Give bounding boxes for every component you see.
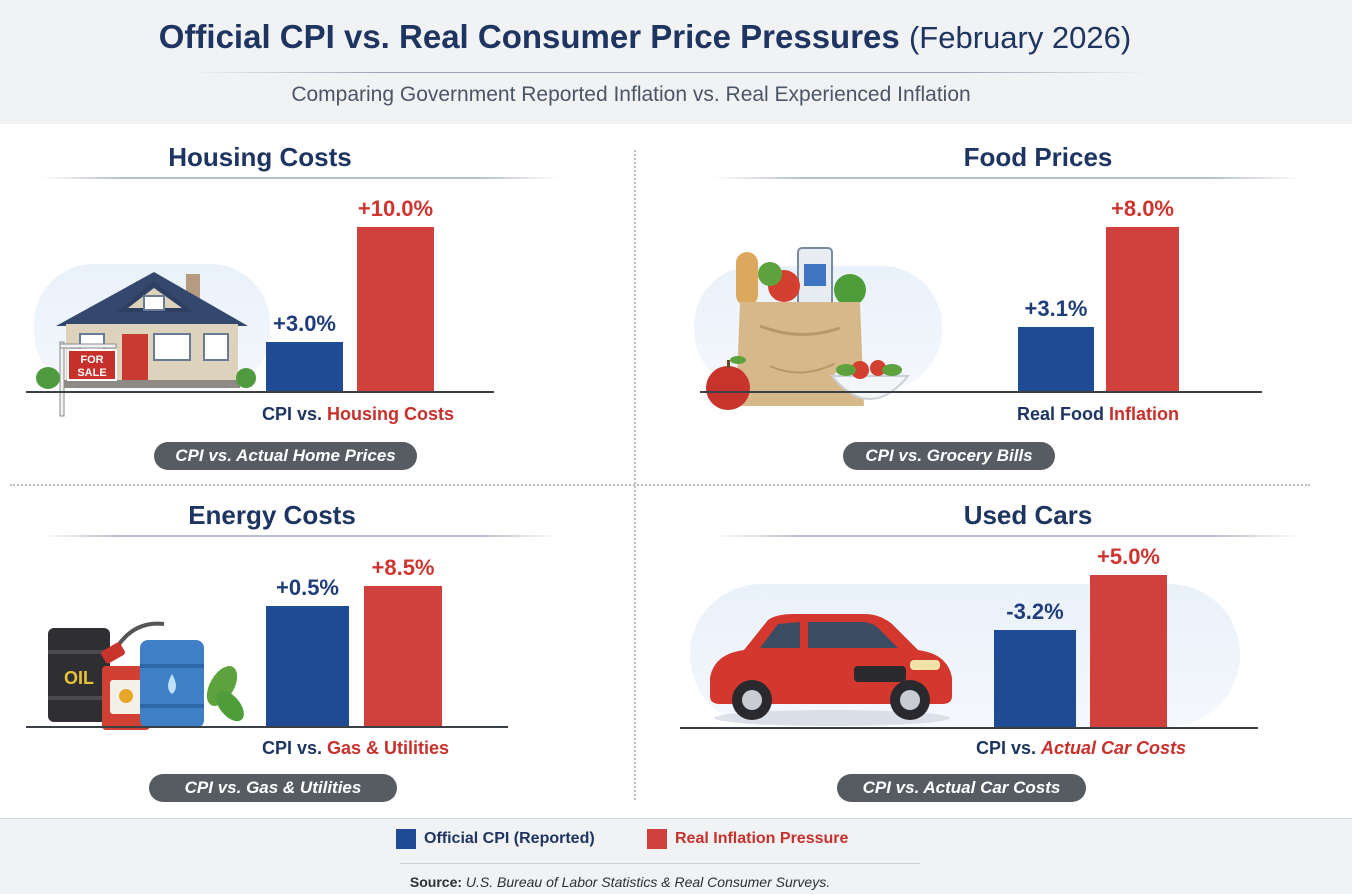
bar-label-housing-cpi: +3.0% [273,310,336,336]
bar-energy-real [364,585,442,726]
bar-food-cpi [1018,327,1094,391]
oil-text: OIL [64,668,94,688]
source-label: Source: [409,874,463,890]
bar-housing-cpi [266,341,343,391]
legend-item-official: Official CPI (Reported) [396,829,595,849]
page-subtitle: Comparing Government Reported Inflation … [291,83,971,106]
caption-housing-part2: Housing Costs [327,404,455,424]
bar-label-energy-cpi: +0.5% [276,575,339,600]
header: Official CPI vs. Real Consumer Price Pre… [0,0,1352,124]
chart-baseline-food [700,391,1262,393]
caption-energy-part1: CPI vs. [262,738,328,758]
page-title: Official CPI vs. Real Consumer Price Pre… [0,18,1290,56]
panel-rule-energy [40,535,560,537]
car-icon [710,614,952,726]
for-sale-text-2: SALE [77,367,106,379]
house-icon: FOR SALE [36,272,256,417]
bar-cars-cpi [994,630,1076,727]
panel-title-cars: Used Cars [963,500,1093,530]
horizontal-divider [10,484,1310,486]
bar-energy-cpi [266,606,349,726]
chart-baseline-housing [26,391,494,393]
bar-housing-real [357,227,434,391]
panel-title-energy: Energy Costs [188,500,356,530]
panel-rule-housing [40,177,560,179]
bar-label-housing-real: +10.0% [357,196,434,221]
pill-energy: CPI vs. Gas & Utilities [149,774,397,802]
chart-baseline-cars [680,727,1258,729]
caption-food: Real Food Inflation [1017,404,1179,425]
panel-title-housing: Housing Costs [168,142,352,172]
source-text: U.S. Bureau of Labor Statistics & Real C… [465,874,831,890]
legend-swatch-official [396,829,416,849]
panel-rule-food [712,177,1302,179]
caption-energy: CPI vs. Gas & Utilities [262,738,449,759]
title-divider [190,72,1150,73]
source-note: Source: U.S. Bureau of Labor Statistics … [0,874,1240,890]
caption-housing: CPI vs. Housing Costs [262,404,454,425]
grocery-bag-icon [706,247,911,410]
caption-housing-part1: CPI vs. [262,404,328,424]
bar-label-cars-real: +5.0% [1097,544,1160,569]
footer-divider [400,863,920,864]
bar-label-food-cpi: +3.1% [1024,296,1088,322]
oil-barrel-icon: OIL [48,621,244,730]
pill-cars: CPI vs. Actual Car Costs [837,774,1086,802]
legend-item-real: Real Inflation Pressure [647,829,848,849]
bar-label-energy-real: +8.5% [371,554,435,580]
legend-label-official: Official CPI (Reported) [424,830,595,847]
caption-food-part2: Inflation [1109,404,1180,424]
pill-housing: CPI vs. Actual Home Prices [154,442,417,470]
title-date: (February 2026) [908,20,1132,55]
caption-cars-part1: CPI vs. [976,738,1042,758]
bar-label-cars-cpi: -3.2% [1006,599,1064,624]
caption-energy-part2: Gas & Utilities [327,738,450,758]
panel-rule-cars [712,535,1302,537]
legend-swatch-real [647,829,667,849]
for-sale-text-1: FOR [80,354,103,366]
caption-cars: CPI vs. Actual Car Costs [976,738,1186,759]
caption-food-part1: Real Food [1017,404,1110,424]
panel-title-food: Food Prices [963,142,1113,172]
title-main: Official CPI vs. Real Consumer Price Pre… [158,18,900,55]
legend-label-real: Real Inflation Pressure [675,830,849,847]
pill-food: CPI vs. Grocery Bills [843,442,1055,470]
footer: Official CPI (Reported) Real Inflation P… [0,818,1352,894]
chart-baseline-energy [26,726,508,728]
caption-cars-part2: Actual Car Costs [1041,738,1187,758]
bar-cars-real [1090,575,1167,727]
vertical-divider [634,150,636,800]
bar-food-real [1106,227,1179,391]
bar-label-food-real: +8.0% [1111,196,1174,221]
